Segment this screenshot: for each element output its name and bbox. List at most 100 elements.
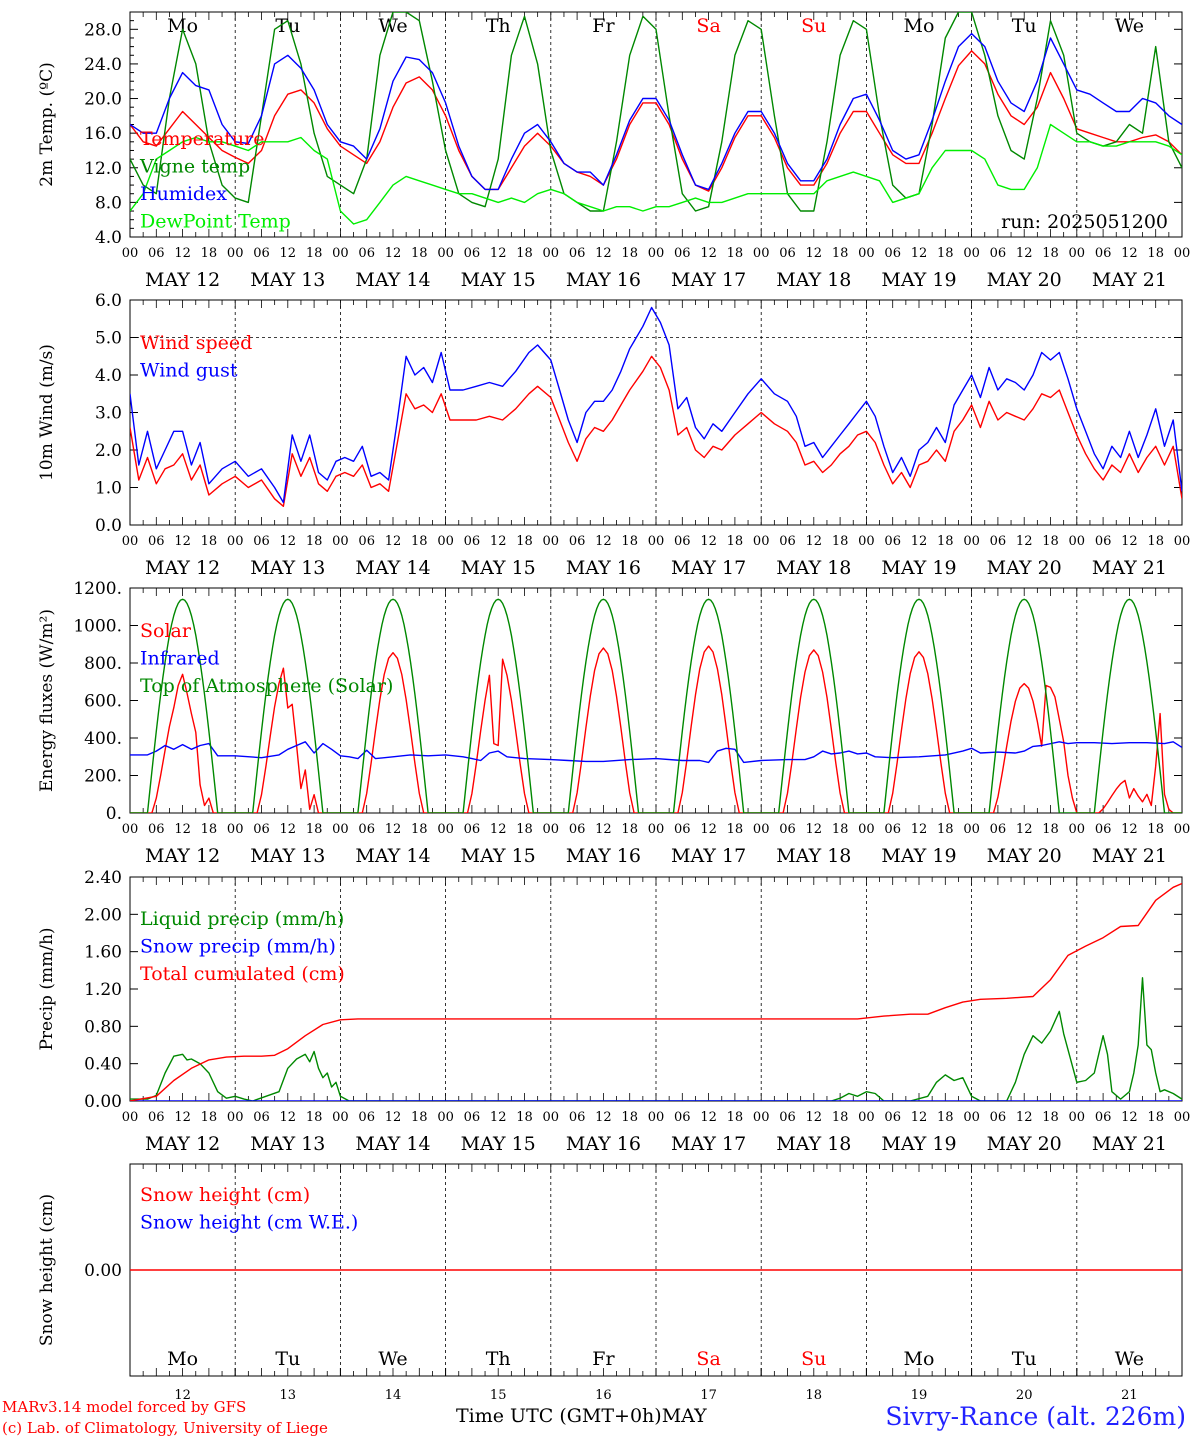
y-tick-label: 600.: [84, 692, 122, 712]
hour-tick-label: 00: [648, 246, 665, 261]
hour-tick-label: 12: [700, 822, 717, 837]
hour-tick-label: 12: [806, 246, 823, 261]
hour-tick-label: 18: [516, 534, 533, 549]
date-label: MAY 18: [776, 1133, 851, 1155]
hour-tick-label: 18: [832, 534, 849, 549]
hour-tick-label: 00: [1069, 246, 1086, 261]
legend-total-cumulated-cm: Total cumulated (cm): [140, 963, 345, 985]
hour-tick-label: 06: [990, 534, 1007, 549]
y-tick-label: 1000.: [73, 617, 122, 637]
hour-tick-label: 12: [595, 246, 612, 261]
hour-tick-label: 00: [858, 822, 875, 837]
hour-tick-label: 06: [464, 534, 481, 549]
hour-tick-label: 12: [1121, 822, 1138, 837]
hour-tick-label: 00: [332, 246, 349, 261]
hour-tick-label: 18: [937, 822, 954, 837]
hour-tick-label: 18: [1147, 534, 1164, 549]
hour-tick-label: 18: [1147, 246, 1164, 261]
hour-tick-label: 18: [1147, 822, 1164, 837]
hour-tick-label: 06: [884, 246, 901, 261]
y-tick-label: 0.00: [84, 1092, 122, 1112]
hour-tick-label: 12: [595, 822, 612, 837]
hour-tick-label: 06: [358, 822, 375, 837]
hour-tick-label: 06: [884, 822, 901, 837]
hour-tick-label: 06: [148, 534, 165, 549]
hour-tick-label: 06: [253, 246, 270, 261]
date-label: MAY 14: [355, 269, 430, 291]
weekday-label: Mo: [167, 15, 198, 37]
hour-tick-label: 00: [1069, 1110, 1086, 1125]
hour-tick-label: 12: [385, 246, 402, 261]
date-label: MAY 15: [461, 1133, 536, 1155]
lab-credit: (c) Lab. of Climatology, University of L…: [2, 1419, 328, 1437]
hour-tick-label: 18: [201, 822, 218, 837]
weekday-label: Fr: [592, 1348, 615, 1370]
hour-tick-label: 06: [253, 822, 270, 837]
date-label: MAY 21: [1092, 1133, 1167, 1155]
legend-snow-height-cm-w-e: Snow height (cm W.E.): [140, 1212, 358, 1234]
y-tick-label: 0.: [106, 804, 122, 824]
hour-tick-label: 18: [201, 534, 218, 549]
hour-tick-label: 18: [621, 246, 638, 261]
series-total-cumulated-cm: [130, 882, 1182, 1101]
hour-tick-label: 18: [306, 246, 323, 261]
plot-frame: [129, 587, 1183, 814]
hour-tick-label: 12: [911, 822, 928, 837]
y-tick-label: 2.00: [84, 905, 122, 925]
y-tick-label: 12.0: [84, 159, 122, 179]
legend-infrared: Infrared: [140, 648, 220, 670]
weekday-label: We: [378, 1348, 407, 1370]
hour-tick-label: 00: [963, 534, 980, 549]
hour-tick-label: 18: [516, 1110, 533, 1125]
hour-tick-label: 18: [306, 1110, 323, 1125]
weekday-label: Mo: [167, 1348, 198, 1370]
hour-tick-label: 06: [779, 246, 796, 261]
hour-tick-label: 12: [1016, 246, 1033, 261]
date-label: MAY 13: [250, 1133, 325, 1155]
date-label: MAY 20: [987, 269, 1062, 291]
day-number-label: 12: [174, 1388, 191, 1403]
hour-tick-label: 06: [1095, 1110, 1112, 1125]
hour-tick-label: 18: [1147, 1110, 1164, 1125]
hour-tick-label: 00: [332, 822, 349, 837]
weekday-label: Th: [486, 1348, 511, 1370]
hour-tick-label: 06: [148, 1110, 165, 1125]
date-label: MAY 14: [355, 557, 430, 579]
hour-tick-label: 00: [648, 534, 665, 549]
hour-tick-label: 18: [727, 822, 744, 837]
hour-tick-label: 18: [1042, 822, 1059, 837]
date-label: MAY 21: [1092, 557, 1167, 579]
hour-tick-label: 00: [437, 246, 454, 261]
hour-tick-label: 12: [280, 1110, 297, 1125]
hour-tick-label: 06: [990, 246, 1007, 261]
day-number-label: 21: [1121, 1388, 1138, 1403]
hour-tick-label: 18: [201, 1110, 218, 1125]
hour-tick-label: 06: [464, 246, 481, 261]
hour-tick-label: 00: [753, 1110, 770, 1125]
y-tick-label: 200.: [84, 767, 122, 787]
hour-tick-label: 06: [569, 1110, 586, 1125]
hour-tick-label: 18: [832, 822, 849, 837]
panel-3: 0. 200. 400. 600. 800. 1000. 1200. Energy fluxe…: [37, 579, 1190, 867]
series-infrared: [130, 741, 1182, 764]
hour-tick-label: 12: [1121, 1110, 1138, 1125]
hour-tick-label: 00: [858, 534, 875, 549]
hour-tick-label: 18: [411, 246, 428, 261]
hour-tick-label: 18: [1042, 246, 1059, 261]
model-credit: MARv3.14 model forced by GFS: [2, 1398, 247, 1416]
legend-temperature: Temperature: [140, 128, 264, 150]
hour-tick-label: 00: [543, 1110, 560, 1125]
y-tick-label: 4.0: [95, 366, 122, 386]
hour-tick-label: 06: [253, 534, 270, 549]
hour-tick-label: 12: [280, 534, 297, 549]
hour-tick-label: 12: [174, 822, 191, 837]
hour-tick-label: 18: [201, 246, 218, 261]
series-top-of-atmosphere-solar: [130, 598, 1182, 813]
weekday-label: We: [1115, 1348, 1144, 1370]
hour-tick-label: 00: [1174, 1110, 1191, 1125]
hour-tick-label: 18: [516, 822, 533, 837]
hour-tick-label: 06: [569, 534, 586, 549]
y-tick-label: 3.0: [95, 404, 122, 424]
legend-solar: Solar: [140, 620, 192, 642]
legend-snow-precip-mm-h: Snow precip (mm/h): [140, 936, 336, 958]
